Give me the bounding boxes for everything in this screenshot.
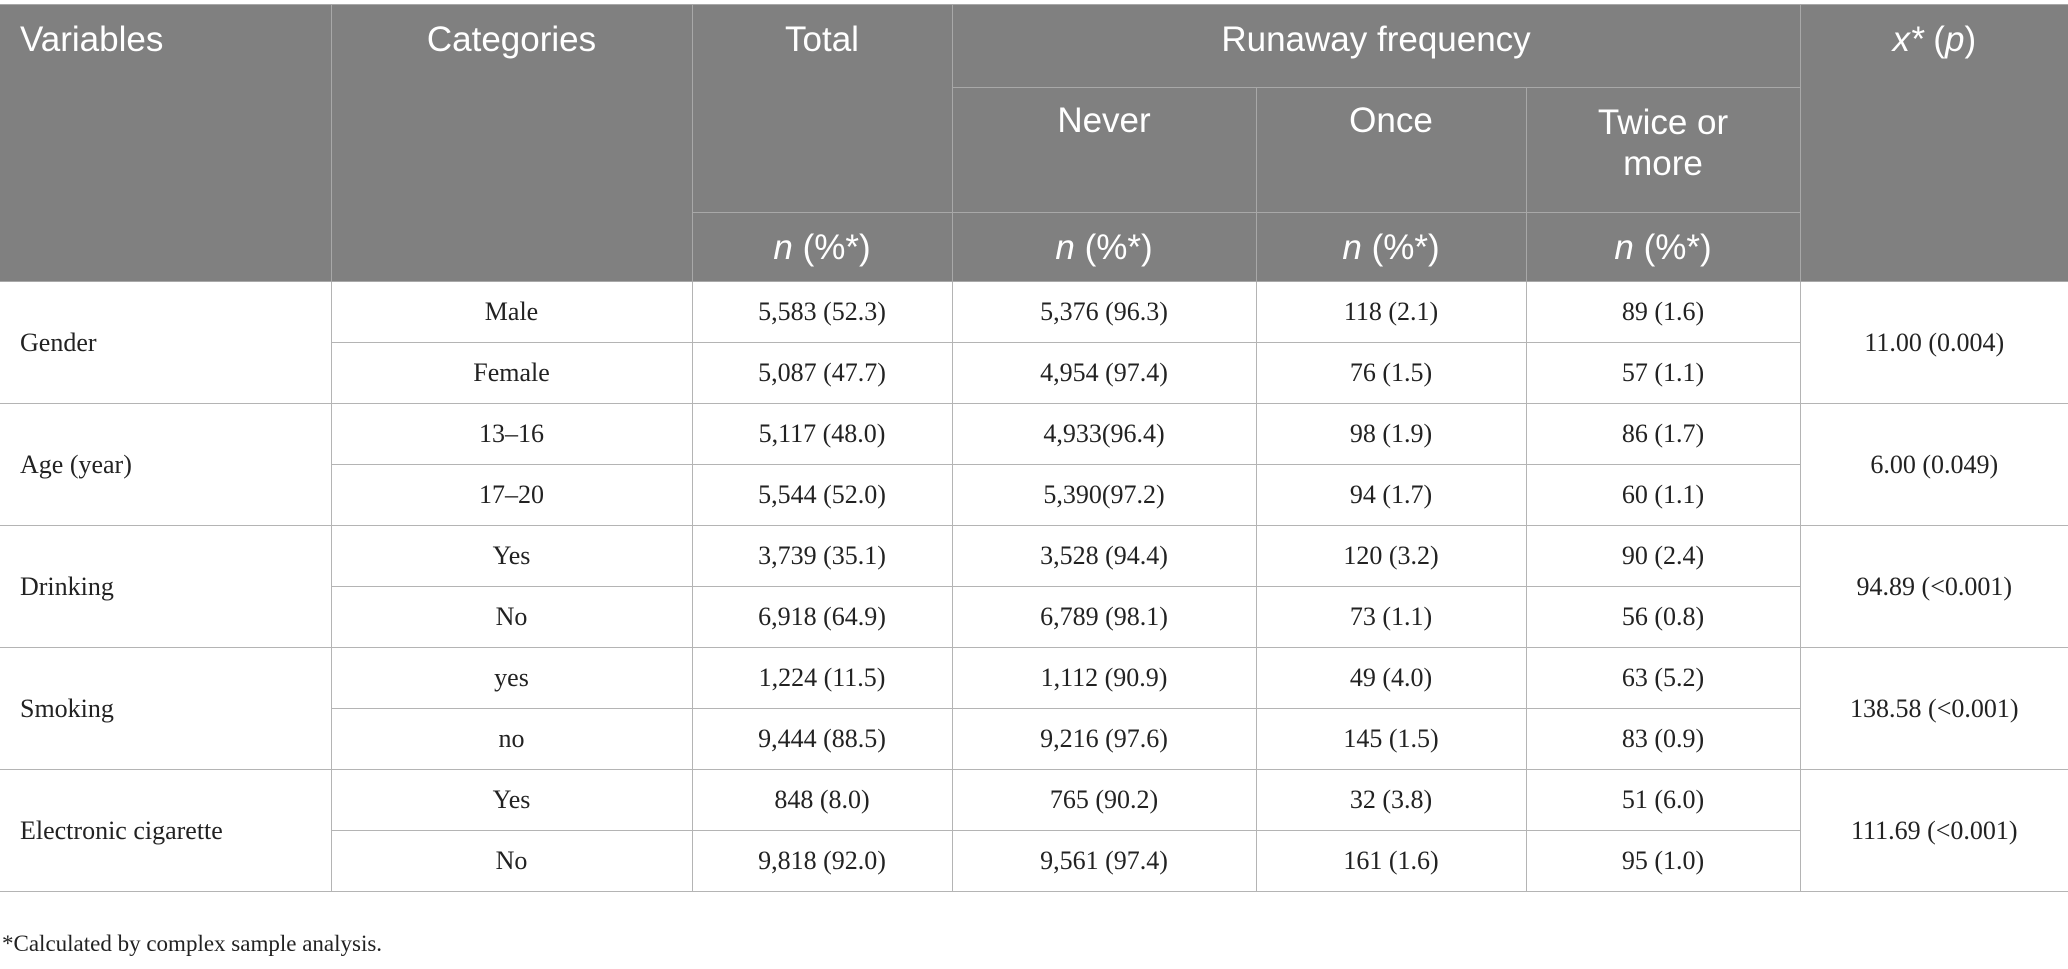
header-runaway-frequency: Runaway frequency bbox=[951, 4, 1801, 88]
header-once-n-pct: n (%*) bbox=[1255, 212, 1527, 282]
table-row: Female 5,087 (47.7) 4,954 (97.4) 76 (1.5… bbox=[0, 342, 2068, 404]
header-categories: Categories bbox=[330, 4, 693, 282]
variable-cell: Gender bbox=[0, 281, 332, 404]
runaway-frequency-table: Variables Categories Total Runaway frequ… bbox=[0, 4, 2068, 892]
never-cell: 3,528 (94.4) bbox=[951, 525, 1257, 587]
twice-cell: 83 (0.9) bbox=[1525, 708, 1801, 770]
table-row: Smoking yes 1,224 (11.5) 1,112 (90.9) 49… bbox=[0, 647, 2068, 770]
chi-symbol: x* bbox=[1892, 20, 1924, 59]
twice-cell: 90 (2.4) bbox=[1525, 525, 1801, 587]
variable-cell: Smoking bbox=[0, 647, 332, 770]
n-letter: n bbox=[1614, 227, 1634, 267]
once-cell: 32 (3.8) bbox=[1255, 769, 1527, 831]
chi-p-close: ) bbox=[1964, 20, 1977, 59]
table-row: 17–20 5,544 (52.0) 5,390(97.2) 94 (1.7) … bbox=[0, 464, 2068, 526]
chi-square-cell: 11.00 (0.004) bbox=[1799, 281, 2068, 404]
category-cell: Yes bbox=[330, 769, 693, 831]
total-cell: 9,818 (92.0) bbox=[691, 830, 953, 892]
n-pct-suffix: (%*) bbox=[1633, 227, 1712, 267]
category-cell: 17–20 bbox=[331, 464, 693, 526]
category-cell: No bbox=[331, 830, 693, 892]
twice-cell: 63 (5.2) bbox=[1525, 647, 1801, 709]
n-letter: n bbox=[1055, 227, 1075, 267]
twice-cell: 86 (1.7) bbox=[1525, 403, 1801, 465]
table-container: Variables Categories Total Runaway frequ… bbox=[0, 4, 2068, 892]
category-cell: Yes bbox=[330, 525, 693, 587]
header-once: Once bbox=[1255, 87, 1527, 213]
table-body: Gender Male 5,583 (52.3) 5,376 (96.3) 11… bbox=[0, 281, 2068, 892]
never-cell: 6,789 (98.1) bbox=[951, 586, 1257, 648]
header-chi-square: x* (p) bbox=[1799, 4, 2068, 282]
header-total-n-pct: n (%*) bbox=[692, 212, 953, 282]
table-row: Gender Male 5,583 (52.3) 5,376 (96.3) 11… bbox=[0, 281, 2068, 404]
total-cell: 5,544 (52.0) bbox=[691, 464, 953, 526]
twice-cell: 89 (1.6) bbox=[1525, 281, 1801, 343]
never-cell: 5,390(97.2) bbox=[951, 464, 1257, 526]
header-twice-or-more: Twice or more bbox=[1525, 87, 1801, 213]
never-cell: 4,954 (97.4) bbox=[951, 342, 1257, 404]
total-cell: 848 (8.0) bbox=[691, 769, 953, 831]
header-never: Never bbox=[952, 87, 1257, 213]
table-row: Drinking Yes 3,739 (35.1) 3,528 (94.4) 1… bbox=[0, 525, 2068, 648]
chi-p-open: ( bbox=[1923, 20, 1945, 59]
n-pct-suffix: (%*) bbox=[1074, 227, 1153, 267]
category-cell: no bbox=[331, 708, 693, 770]
total-cell: 9,444 (88.5) bbox=[691, 708, 953, 770]
category-cell: Female bbox=[331, 342, 693, 404]
once-cell: 118 (2.1) bbox=[1255, 281, 1527, 343]
never-cell: 4,933(96.4) bbox=[951, 403, 1257, 465]
total-cell: 5,087 (47.7) bbox=[691, 342, 953, 404]
category-cell: No bbox=[331, 586, 693, 648]
twice-cell: 95 (1.0) bbox=[1525, 830, 1801, 892]
once-cell: 94 (1.7) bbox=[1255, 464, 1527, 526]
chi-square-cell: 94.89 (<0.001) bbox=[1799, 525, 2068, 648]
header-never-n-pct: n (%*) bbox=[951, 212, 1257, 282]
once-cell: 145 (1.5) bbox=[1255, 708, 1527, 770]
chi-square-cell: 6.00 (0.049) bbox=[1799, 403, 2068, 526]
variable-cell: Drinking bbox=[0, 525, 332, 648]
table-row: No 9,818 (92.0) 9,561 (97.4) 161 (1.6) 9… bbox=[0, 830, 2068, 892]
never-cell: 9,216 (97.6) bbox=[951, 708, 1257, 770]
table-row: Age (year) 13–16 5,117 (48.0) 4,933(96.4… bbox=[0, 403, 2068, 526]
variable-cell: Electronic cigarette bbox=[0, 769, 332, 892]
category-cell: Male bbox=[330, 281, 693, 343]
table-footnote: *Calculated by complex sample analysis. bbox=[2, 931, 383, 956]
chi-p-letter: p bbox=[1944, 20, 1965, 59]
header-twice-n-pct: n (%*) bbox=[1525, 212, 1801, 282]
table-header: Variables Categories Total Runaway frequ… bbox=[0, 4, 2068, 282]
once-cell: 120 (3.2) bbox=[1255, 525, 1527, 587]
n-pct-suffix: (%*) bbox=[1361, 227, 1440, 267]
once-cell: 73 (1.1) bbox=[1255, 586, 1527, 648]
n-letter: n bbox=[773, 227, 793, 267]
never-cell: 1,112 (90.9) bbox=[951, 647, 1257, 709]
once-cell: 76 (1.5) bbox=[1255, 342, 1527, 404]
n-pct-suffix: (%*) bbox=[792, 227, 871, 267]
once-cell: 161 (1.6) bbox=[1255, 830, 1527, 892]
never-cell: 9,561 (97.4) bbox=[951, 830, 1257, 892]
total-cell: 3,739 (35.1) bbox=[691, 525, 953, 587]
category-cell: 13–16 bbox=[330, 403, 693, 465]
total-cell: 6,918 (64.9) bbox=[691, 586, 953, 648]
twice-cell: 51 (6.0) bbox=[1525, 769, 1801, 831]
once-cell: 98 (1.9) bbox=[1255, 403, 1527, 465]
total-cell: 5,583 (52.3) bbox=[691, 281, 953, 343]
table-row: No 6,918 (64.9) 6,789 (98.1) 73 (1.1) 56… bbox=[0, 586, 2068, 648]
total-cell: 5,117 (48.0) bbox=[691, 403, 953, 465]
header-variables: Variables bbox=[0, 4, 332, 282]
header-total: Total bbox=[691, 4, 953, 213]
total-cell: 1,224 (11.5) bbox=[691, 647, 953, 709]
never-cell: 765 (90.2) bbox=[951, 769, 1257, 831]
variable-cell: Age (year) bbox=[0, 403, 332, 526]
chi-square-cell: 138.58 (<0.001) bbox=[1799, 647, 2068, 770]
n-letter: n bbox=[1342, 227, 1362, 267]
once-cell: 49 (4.0) bbox=[1255, 647, 1527, 709]
twice-cell: 56 (0.8) bbox=[1525, 586, 1801, 648]
category-cell: yes bbox=[330, 647, 693, 709]
chi-square-cell: 111.69 (<0.001) bbox=[1799, 769, 2068, 892]
never-cell: 5,376 (96.3) bbox=[951, 281, 1257, 343]
twice-cell: 60 (1.1) bbox=[1525, 464, 1801, 526]
table-row: Electronic cigarette Yes 848 (8.0) 765 (… bbox=[0, 769, 2068, 892]
twice-cell: 57 (1.1) bbox=[1525, 342, 1801, 404]
